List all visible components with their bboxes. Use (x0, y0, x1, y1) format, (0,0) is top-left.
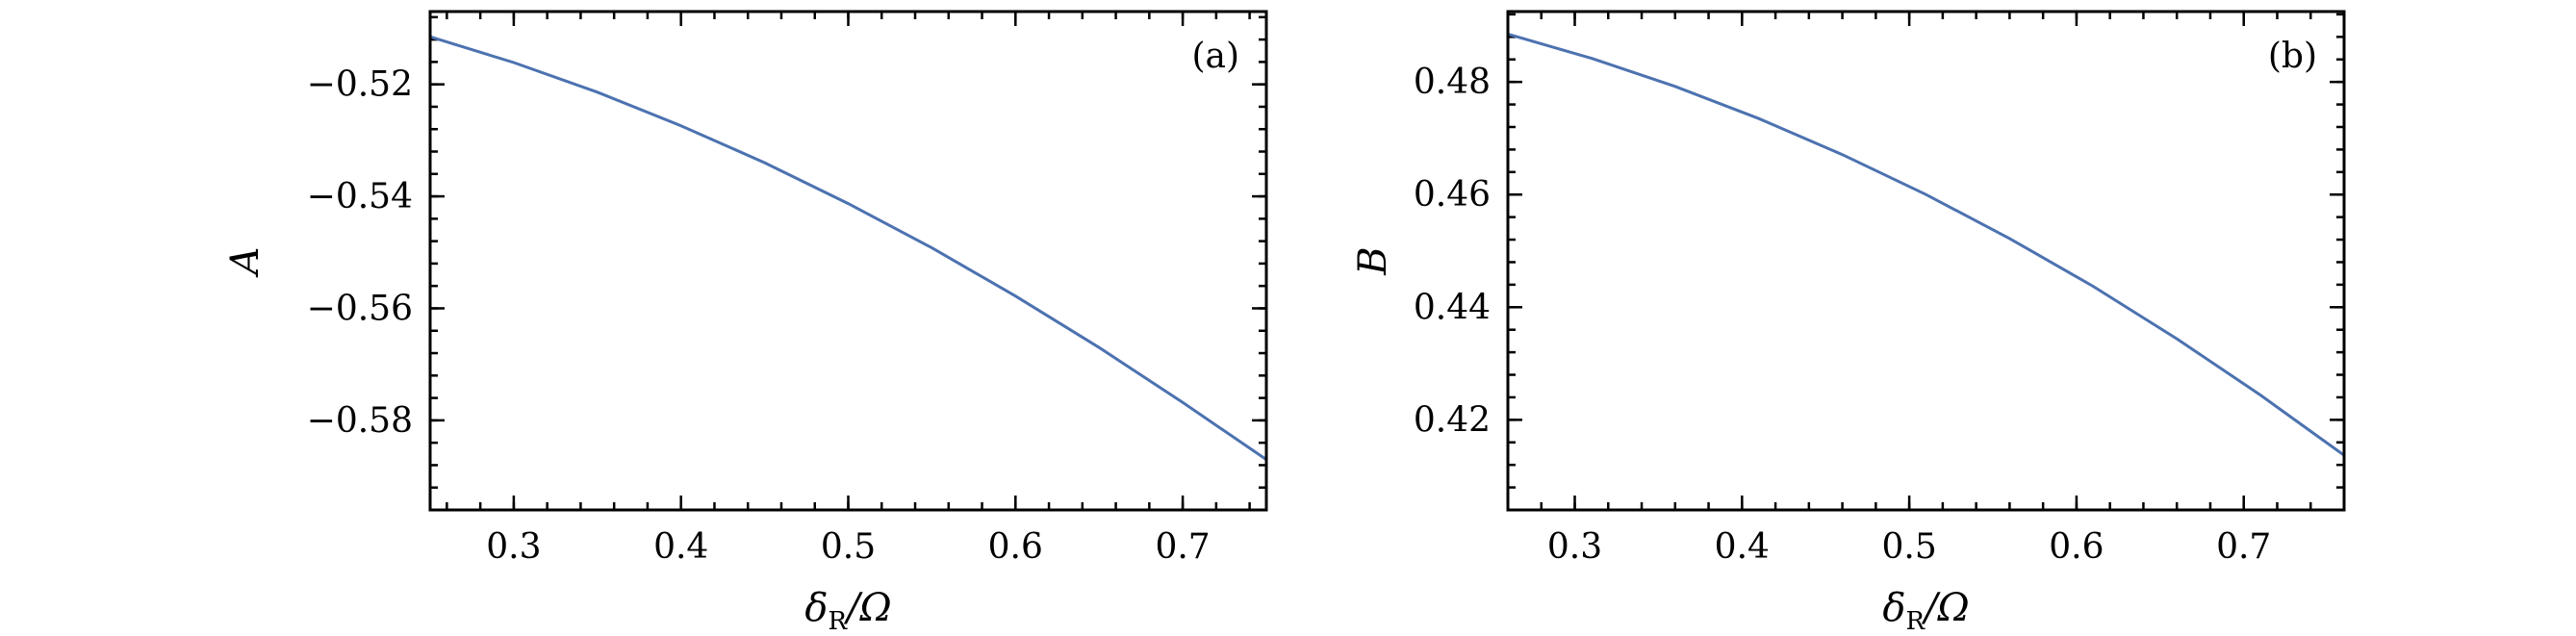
x-tick-label: 0.6 (988, 527, 1043, 567)
x-tick-label: 0.5 (1881, 527, 1936, 567)
x-axis-label-rest: /Ω (843, 586, 892, 630)
x-tick-label: 0.4 (1715, 527, 1770, 567)
panel-label: (b) (2268, 37, 2317, 76)
x-axis-label: δR/Ω (1882, 586, 1969, 636)
series-line (429, 35, 1267, 461)
y-tick-label: 0.48 (1414, 63, 1491, 102)
y-tick-label: −0.54 (307, 177, 413, 216)
x-axis-label-symbol: δ (804, 586, 828, 630)
y-tick-label: −0.56 (307, 289, 413, 328)
x-tick-label: 0.3 (1547, 527, 1602, 567)
x-axis-label: δR/Ω (804, 586, 891, 636)
y-axis-label: B (1351, 246, 1395, 275)
y-tick-label: 0.46 (1414, 175, 1491, 215)
x-tick-label: 0.4 (653, 527, 708, 567)
panel-b: 0.3 0.4 0.5 0.6 0.7 0.42 0.44 0.46 0.48 (b) BδR/Ω (1351, 10, 2346, 636)
x-axis-label-subscript: R (1905, 607, 1926, 636)
x-axis-label-symbol: δ (1882, 586, 1905, 630)
x-tick-label: 0.7 (2216, 527, 2271, 567)
series-line (1507, 32, 2345, 457)
panel-a: 0.3 0.4 0.5 0.6 0.7 −0.52 −0.54 −0.56 −0.58 (a) Aδ… (223, 10, 1268, 636)
axes-frame (1506, 10, 2346, 512)
y-tick-label: −0.52 (307, 65, 413, 105)
x-tick-label: 0.3 (486, 527, 541, 567)
x-axis-label-subscript: R (828, 607, 848, 636)
y-tick-label: −0.58 (307, 401, 413, 441)
y-tick-label: 0.42 (1414, 400, 1491, 440)
x-tick-label: 0.7 (1155, 527, 1210, 567)
x-tick-label: 0.5 (821, 527, 876, 567)
y-axis-label: A (223, 247, 268, 279)
panel-label: (a) (1191, 37, 1239, 76)
y-tick-label: 0.44 (1414, 288, 1491, 327)
x-axis-label-rest: /Ω (1921, 586, 1970, 630)
x-tick-label: 0.6 (2049, 527, 2104, 567)
axes-frame (428, 10, 1268, 512)
